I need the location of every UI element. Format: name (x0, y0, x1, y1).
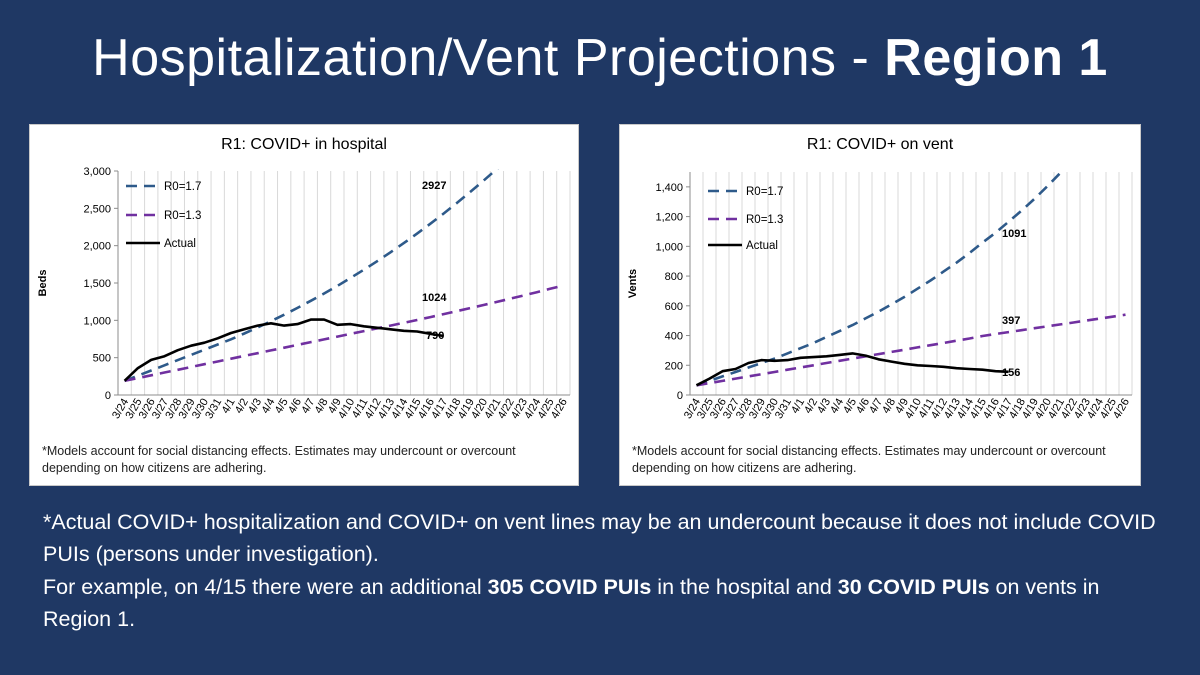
hospital-chart-note: *Models account for social distancing ef… (42, 444, 516, 476)
y-tick-label: 1,500 (83, 278, 111, 290)
series-group (695, 170, 1126, 387)
y-tick-label: 600 (665, 301, 683, 313)
legend-label: R0=1.7 (164, 181, 201, 193)
data-label: 2927 (422, 180, 446, 192)
footnote-text-c: in the hospital and (651, 574, 838, 599)
series-group (123, 169, 564, 383)
y-tick-label: 1,400 (655, 182, 683, 194)
footnote-hospital-puis: 305 COVID PUIs (487, 574, 652, 599)
legend-label: R0=1.7 (746, 186, 783, 198)
slide-title: Hospitalization/Vent Projections - Regio… (0, 29, 1200, 87)
y-tick-label: 1,200 (655, 212, 683, 224)
data-label: 790 (426, 330, 444, 342)
vent-chart-note: *Models account for social distancing ef… (632, 444, 1106, 476)
footnote-text-a: For example, on 4/15 there were an addit… (43, 574, 488, 599)
y-tick-label: 400 (665, 331, 683, 343)
legend-label: R0=1.3 (164, 210, 201, 222)
y-axis-label: Vents (627, 269, 639, 298)
vent-chart: R1: COVID+ on vent 0 200 400 600 800 1,000 1,20… (627, 136, 1133, 421)
footnote-vent-puis: 30 COVID PUIs (837, 574, 990, 599)
data-label: 397 (1002, 315, 1020, 327)
series-line-r0-1-3 (124, 284, 564, 383)
series-line-actual (123, 318, 444, 382)
footnote-line-2: For example, on 4/15 there were an addit… (43, 571, 1173, 636)
series-line-r0-1-3 (696, 313, 1126, 387)
y-tick-label: 1,000 (655, 241, 683, 253)
footnote-line-1: *Actual COVID+ hospitalization and COVID… (43, 510, 1156, 567)
data-label: 1024 (422, 292, 447, 304)
slide-title-region: Region 1 (884, 29, 1108, 87)
legend-label: R0=1.3 (746, 214, 783, 226)
y-tick-label: 0 (105, 390, 111, 402)
legend-label: Actual (164, 238, 196, 250)
chart-title: R1: COVID+ on vent (807, 136, 954, 153)
footnote-text-e: on vents in Region 1. (43, 574, 1100, 631)
series-line-actual (695, 352, 1009, 387)
y-tick-label: 2,500 (83, 203, 111, 215)
slide-title-main: Hospitalization/Vent Projections - (92, 29, 885, 87)
y-tick-label: 200 (665, 360, 683, 372)
data-label: 1091 (1002, 228, 1026, 240)
legend-label: Actual (746, 240, 778, 252)
hospital-chart-panel: R1: COVID+ in hospital 0 500 1,000 1,500 2,00… (29, 124, 579, 486)
y-tick-label: 800 (665, 271, 683, 283)
chart-title: R1: COVID+ in hospital (221, 136, 387, 153)
hospital-chart: R1: COVID+ in hospital 0 500 1,000 1,500 2,00… (37, 136, 571, 421)
y-tick-label: 2,000 (83, 241, 111, 253)
y-axis-label: Beds (37, 270, 49, 297)
y-tick-label: 3,000 (83, 166, 111, 178)
y-tick-label: 0 (677, 390, 683, 402)
data-label: 156 (1002, 367, 1020, 379)
y-tick-label: 500 (93, 353, 111, 365)
vent-chart-panel: R1: COVID+ on vent 0 200 400 600 800 1,000 1,20… (619, 124, 1141, 486)
y-tick-label: 1,000 (83, 315, 111, 327)
series-line-r0-1-7 (124, 169, 499, 383)
footnote: *Actual COVID+ hospitalization and COVID… (43, 506, 1173, 635)
